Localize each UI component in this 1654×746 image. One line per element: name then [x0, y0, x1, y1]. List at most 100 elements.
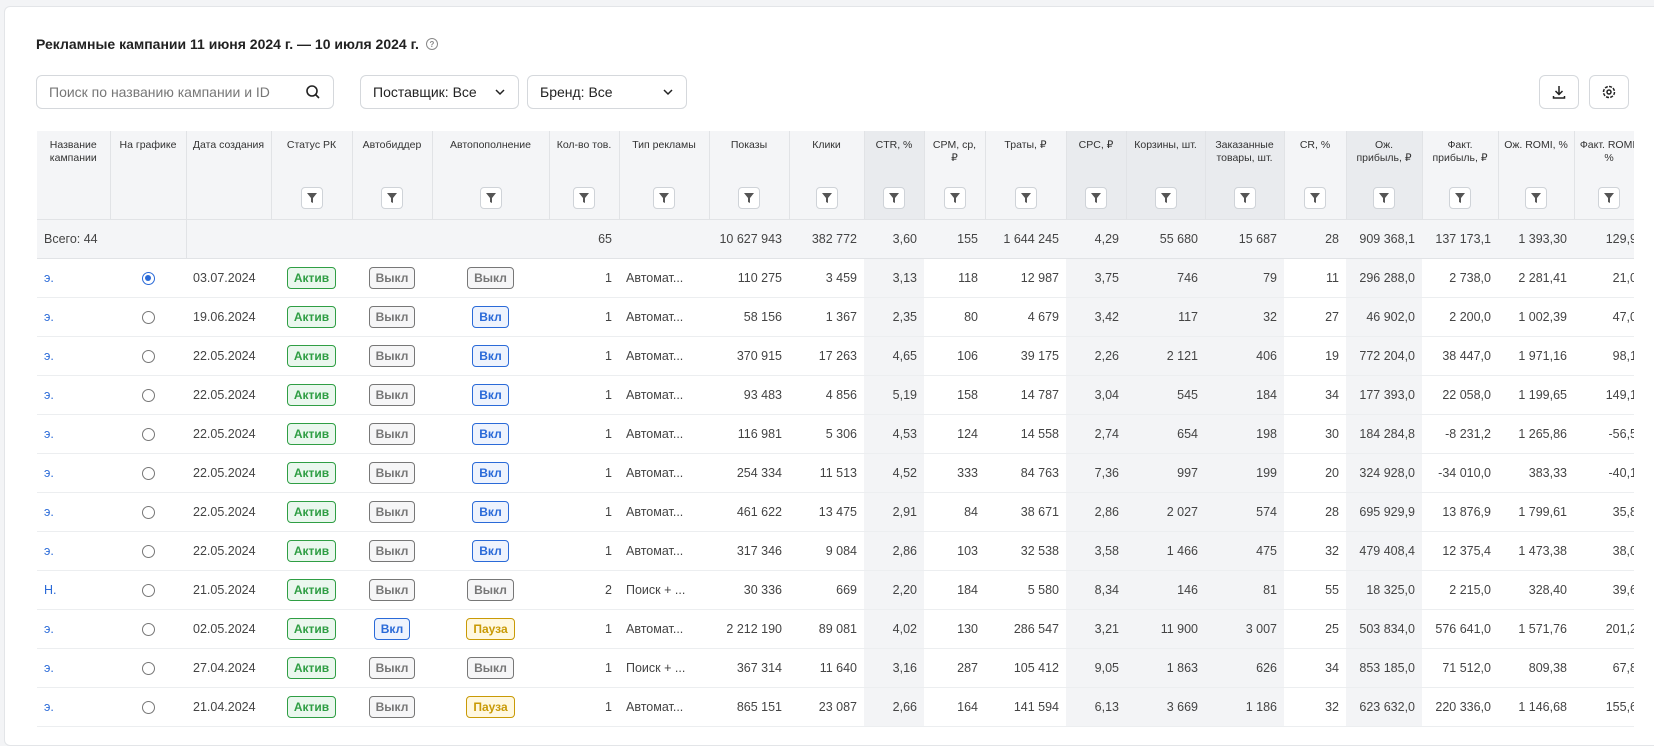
radio-button[interactable]	[141, 622, 155, 636]
column-header[interactable]: Автобиддер	[352, 131, 433, 220]
filter-button[interactable]	[738, 186, 760, 209]
filter-button[interactable]	[1525, 186, 1547, 209]
status-badge[interactable]: Пауза	[466, 695, 515, 718]
status-badge[interactable]: Выкл	[368, 422, 416, 445]
help-icon[interactable]: ?	[425, 37, 439, 51]
column-header[interactable]: CPM, ср, ₽	[924, 131, 986, 220]
filter-button[interactable]	[1373, 186, 1395, 209]
column-header[interactable]: CTR, %	[864, 131, 925, 220]
status-badge[interactable]: Выкл	[368, 266, 416, 289]
status-badge[interactable]: Выкл	[467, 266, 514, 289]
status-badge[interactable]: Актив	[286, 656, 337, 679]
filter-button[interactable]	[815, 186, 838, 209]
radio-button[interactable]	[141, 700, 155, 714]
radio-button[interactable]	[141, 388, 155, 402]
column-header[interactable]: Факт. ROMI, %	[1574, 131, 1634, 220]
column-header[interactable]: Статус РК	[271, 131, 353, 220]
campaign-link[interactable]: э.	[44, 426, 54, 441]
status-badge[interactable]: Актив	[286, 617, 337, 640]
brand-dropdown[interactable]: Бренд: Все	[527, 75, 687, 109]
filter-button[interactable]	[300, 186, 323, 209]
campaign-link[interactable]: э.	[44, 270, 54, 285]
column-header[interactable]: Тип рекламы	[619, 131, 710, 220]
download-button[interactable]	[1539, 75, 1579, 109]
filter-button[interactable]	[653, 186, 675, 209]
status-badge[interactable]: Актив	[286, 695, 337, 718]
filter-button[interactable]	[381, 186, 403, 209]
column-header[interactable]: Показы	[709, 131, 790, 220]
filter-button[interactable]	[479, 186, 502, 209]
status-badge[interactable]: Выкл	[368, 695, 416, 718]
status-badge[interactable]: Вкл	[472, 500, 509, 523]
column-header[interactable]: Кол-во тов.	[549, 131, 620, 220]
filter-button[interactable]	[1154, 186, 1177, 209]
status-badge[interactable]: Выкл	[368, 461, 416, 484]
status-badge[interactable]: Актив	[286, 539, 337, 562]
campaign-link[interactable]: э.	[44, 621, 54, 636]
status-badge[interactable]: Актив	[286, 422, 337, 445]
settings-button[interactable]	[1589, 75, 1629, 109]
campaign-link[interactable]: э.	[44, 543, 54, 558]
filter-button[interactable]	[1233, 186, 1256, 209]
status-badge[interactable]: Вкл	[373, 617, 411, 640]
status-badge[interactable]: Выкл	[368, 539, 416, 562]
status-badge[interactable]: Вкл	[472, 344, 509, 367]
status-badge[interactable]: Актив	[286, 578, 337, 601]
radio-button[interactable]	[141, 310, 155, 324]
radio-button[interactable]	[141, 661, 155, 675]
status-badge[interactable]: Актив	[286, 305, 337, 328]
filter-button[interactable]	[1598, 186, 1620, 209]
radio-button[interactable]	[141, 349, 155, 363]
campaign-link[interactable]: э.	[44, 660, 54, 675]
filter-button[interactable]	[1014, 186, 1037, 209]
status-badge[interactable]: Актив	[286, 383, 337, 406]
column-header[interactable]: Траты, ₽	[985, 131, 1067, 220]
status-badge[interactable]: Актив	[286, 344, 337, 367]
search-input[interactable]: Поиск по названию кампании и ID	[36, 75, 334, 109]
status-badge[interactable]: Вкл	[472, 539, 509, 562]
status-badge[interactable]: Актив	[286, 500, 337, 523]
filter-button[interactable]	[883, 186, 905, 209]
column-header[interactable]: Факт. прибыль, ₽	[1422, 131, 1499, 220]
status-badge[interactable]: Выкл	[368, 500, 416, 523]
status-badge[interactable]: Выкл	[368, 344, 416, 367]
status-badge[interactable]: Актив	[286, 461, 337, 484]
column-header[interactable]: Клики	[789, 131, 865, 220]
status-badge[interactable]: Выкл	[467, 656, 514, 679]
radio-button[interactable]	[141, 544, 155, 558]
status-badge[interactable]: Выкл	[368, 305, 416, 328]
column-header[interactable]: Ож. прибыль, ₽	[1346, 131, 1423, 220]
filter-button[interactable]	[943, 186, 966, 209]
filter-button[interactable]	[1449, 186, 1471, 209]
status-badge[interactable]: Пауза	[466, 617, 515, 640]
status-badge[interactable]: Актив	[286, 266, 337, 289]
column-header[interactable]: Корзины, шт.	[1126, 131, 1206, 220]
status-badge[interactable]: Вкл	[472, 383, 509, 406]
status-badge[interactable]: Выкл	[368, 383, 416, 406]
column-header[interactable]: Автопополнение	[432, 131, 550, 220]
filter-button[interactable]	[1085, 186, 1107, 209]
status-badge[interactable]: Выкл	[467, 578, 514, 601]
radio-button[interactable]	[141, 271, 155, 285]
column-header[interactable]: CR, %	[1284, 131, 1347, 220]
campaign-link[interactable]: э.	[44, 348, 54, 363]
supplier-dropdown[interactable]: Поставщик: Все	[360, 75, 519, 109]
filter-button[interactable]	[573, 186, 595, 209]
radio-button[interactable]	[141, 466, 155, 480]
column-header[interactable]: Заказанные товары, шт.	[1205, 131, 1285, 220]
radio-button[interactable]	[141, 505, 155, 519]
filter-button[interactable]	[1304, 186, 1326, 209]
campaign-link[interactable]: э.	[44, 699, 54, 714]
radio-button[interactable]	[141, 427, 155, 441]
column-header[interactable]: Ож. ROMI, %	[1498, 131, 1575, 220]
campaign-link[interactable]: Н.	[44, 582, 57, 597]
status-badge[interactable]: Выкл	[368, 578, 416, 601]
campaign-link[interactable]: э.	[44, 387, 54, 402]
campaign-link[interactable]: э.	[44, 309, 54, 324]
status-badge[interactable]: Вкл	[472, 461, 509, 484]
status-badge[interactable]: Вкл	[472, 305, 509, 328]
campaign-link[interactable]: э.	[44, 504, 54, 519]
campaign-link[interactable]: э.	[44, 465, 54, 480]
column-header[interactable]: CPC, ₽	[1066, 131, 1127, 220]
status-badge[interactable]: Выкл	[368, 656, 416, 679]
